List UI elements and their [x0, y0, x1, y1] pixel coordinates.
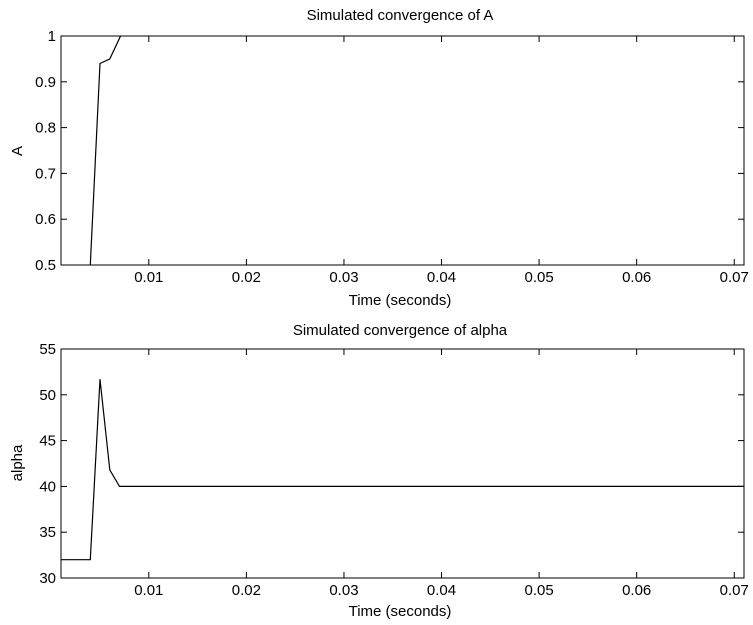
- y-tick-label: 0.7: [35, 165, 56, 182]
- y-tick-label: 0.8: [35, 120, 56, 137]
- y-tick-label: 30: [39, 570, 56, 587]
- y-tick-label: 35: [39, 524, 56, 541]
- plot-area: [60, 35, 745, 266]
- y-tick-label: 40: [39, 478, 56, 495]
- x-tick-label: 0.04: [427, 582, 456, 599]
- y-axis-label: A: [9, 146, 26, 156]
- x-tick-label: 0.01: [134, 269, 163, 286]
- y-tick-label: 0.5: [35, 257, 56, 274]
- y-tick-label: 50: [39, 387, 56, 404]
- x-axis-label: Time (seconds): [349, 292, 452, 309]
- x-tick-label: 0.05: [524, 269, 553, 286]
- series-line-alpha: [61, 379, 744, 561]
- axis-tick-labels: 0.01 0.02 0.03 0.04 0.05 0.06 0.07 0.5 0.6 0.7 0.8…: [35, 28, 749, 286]
- x-axis-label: Time (seconds): [349, 603, 452, 620]
- x-tick-label: 0.06: [622, 269, 651, 286]
- chart-a: Simulated convergence of A 0.01 0.02 0.03 0…: [9, 7, 749, 309]
- y-tick-label: 0.6: [35, 211, 56, 228]
- y-tick-label: 0.9: [35, 74, 56, 91]
- chart-alpha: Simulated convergence of alpha 0.01 0.02 0…: [9, 322, 749, 620]
- x-tick-label: 0.05: [524, 582, 553, 599]
- x-tick-label: 0.03: [329, 582, 358, 599]
- y-tick-label: 55: [39, 341, 56, 358]
- axis-ticks: [61, 348, 744, 579]
- x-tick-label: 0.07: [720, 269, 749, 286]
- x-tick-label: 0.01: [134, 582, 163, 599]
- y-axis-label: alpha: [9, 444, 26, 481]
- y-tick-label: 1: [48, 28, 56, 45]
- x-tick-label: 0.04: [427, 269, 456, 286]
- x-tick-label: 0.03: [329, 269, 358, 286]
- x-tick-label: 0.06: [622, 582, 651, 599]
- series-line-a: [89, 35, 122, 266]
- x-tick-label: 0.02: [232, 582, 261, 599]
- plot-area: [60, 348, 745, 579]
- axis-ticks: [61, 35, 744, 266]
- chart-title: Simulated convergence of alpha: [293, 322, 508, 339]
- y-tick-label: 45: [39, 433, 56, 450]
- axis-tick-labels: 0.01 0.02 0.03 0.04 0.05 0.06 0.07 30 35 40 45 50 55: [39, 341, 749, 599]
- chart-title: Simulated convergence of A: [307, 7, 494, 24]
- x-tick-label: 0.07: [720, 582, 749, 599]
- x-tick-label: 0.02: [232, 269, 261, 286]
